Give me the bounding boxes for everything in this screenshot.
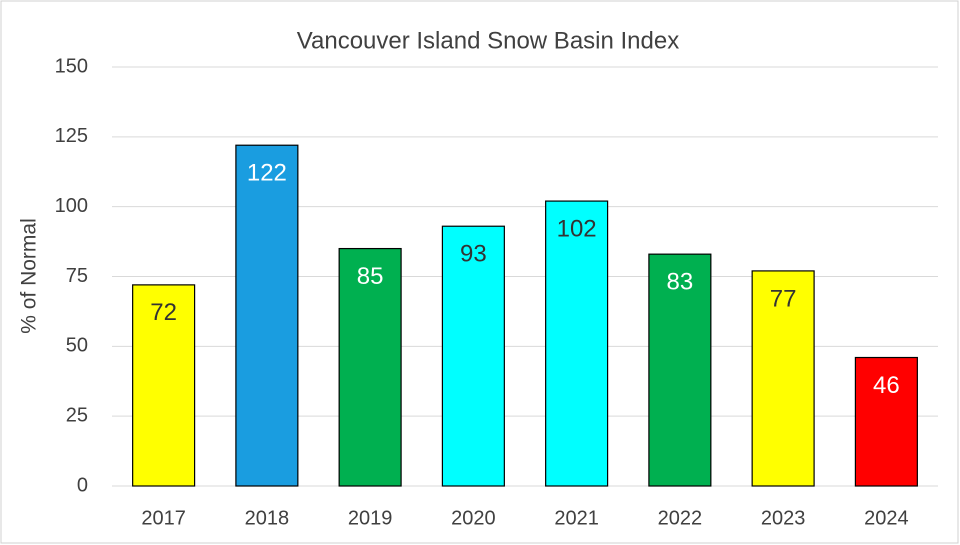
bar <box>648 253 712 487</box>
x-tick-label: 2019 <box>348 507 393 529</box>
y-tick-label: 0 <box>77 474 88 496</box>
chart-title: Vancouver Island Snow Basin Index <box>297 27 679 54</box>
x-tick-label: 2018 <box>245 507 290 529</box>
value-label: 77 <box>770 285 797 312</box>
bar <box>854 356 918 487</box>
y-tick-label: 125 <box>55 125 88 147</box>
value-label: 85 <box>357 263 384 290</box>
x-tick-label: 2021 <box>554 507 599 529</box>
value-label: 102 <box>557 215 597 242</box>
value-label: 72 <box>150 299 177 326</box>
bar <box>132 284 196 487</box>
x-tick-label: 2022 <box>658 507 703 529</box>
value-label: 93 <box>460 241 487 268</box>
y-tick-label: 50 <box>66 335 88 357</box>
y-tick-label: 150 <box>55 55 88 77</box>
bar <box>338 247 402 487</box>
bar <box>441 225 505 487</box>
x-tick-label: 2020 <box>451 507 496 529</box>
value-label: 46 <box>873 372 900 399</box>
bar <box>751 270 815 487</box>
value-label: 83 <box>667 268 694 295</box>
y-axis-label: % of Normal <box>18 218 41 334</box>
value-label: 122 <box>247 160 287 187</box>
x-tick-label: 2024 <box>864 507 909 529</box>
bar <box>235 144 299 487</box>
x-tick-label: 2017 <box>141 507 186 529</box>
y-tick-label: 100 <box>55 195 88 217</box>
x-tick-label: 2023 <box>761 507 806 529</box>
bar <box>545 200 609 487</box>
y-tick-label: 75 <box>66 265 88 287</box>
y-tick-label: 25 <box>66 404 88 426</box>
